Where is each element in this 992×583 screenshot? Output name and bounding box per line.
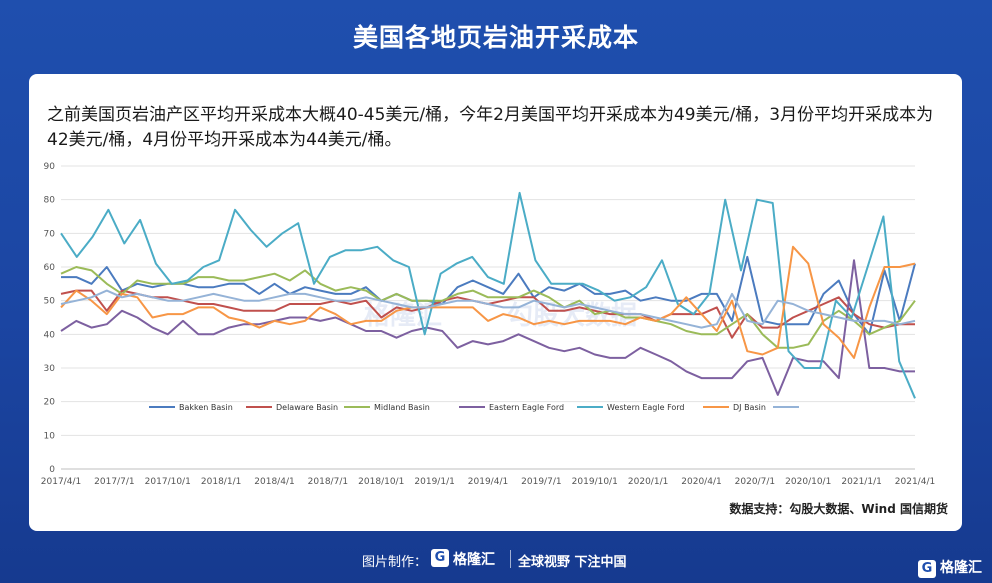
x-tick-label: 2020/7/1 [735, 477, 775, 487]
corner-logo-text: 格隆汇 [940, 560, 982, 576]
series-line [60, 245, 916, 359]
x-tick-label: 2020/1/1 [628, 477, 668, 487]
x-tick-label: 2020/4/1 [681, 477, 721, 487]
series-line [60, 191, 916, 399]
x-tick-label: 2017/10/1 [145, 477, 191, 487]
x-tick-label: 2021/4/1 [895, 477, 935, 487]
y-tick-label: 50 [44, 297, 56, 307]
footer-label: 图片制作： [362, 555, 428, 570]
y-tick-label: 0 [49, 465, 55, 475]
legend-label: Delaware Basin [276, 403, 338, 412]
series-line [61, 255, 916, 336]
legend-label: Bakken Basin [179, 403, 233, 412]
x-tick-label: 2021/1/1 [841, 477, 881, 487]
y-tick-label: 60 [44, 263, 56, 273]
y-tick-label: 90 [44, 162, 56, 172]
footer-logo: G 格隆汇 [431, 548, 503, 570]
y-tick-label: 40 [44, 330, 56, 340]
footer-bar: 图片制作： G 格隆汇 全球视野 下注中国 [0, 548, 992, 572]
series-line [60, 259, 915, 396]
series-line [60, 289, 916, 329]
content-card: 之前美国页岩油产区平均开采成本大概40-45美元/桶，今年2月美国平均开采成本为… [29, 74, 962, 531]
y-tick-label: 20 [44, 398, 56, 408]
x-tick-label: 2019/10/1 [572, 477, 618, 487]
x-tick-label: 2018/4/1 [254, 477, 294, 487]
x-tick-label: 2018/7/1 [308, 477, 348, 487]
footer-divider [510, 550, 511, 568]
footer-slogan: 全球视野 下注中国 [518, 555, 627, 570]
x-tick-label: 2018/1/1 [201, 477, 241, 487]
x-tick-label: 2019/7/1 [521, 477, 561, 487]
legend-label: Midland Basin [374, 403, 430, 412]
y-tick-label: 80 [44, 196, 56, 206]
y-tick-label: 70 [44, 229, 56, 239]
x-tick-label: 2019/4/1 [468, 477, 508, 487]
logo-icon: G [431, 549, 449, 567]
footer-logo-text: 格隆汇 [453, 552, 495, 568]
source-text: 数据支持：勾股大数据、Wind 国信期货 [729, 502, 948, 516]
x-tick-label: 2019/1/1 [414, 477, 454, 487]
x-tick-label: 2017/7/1 [94, 477, 134, 487]
series-line [60, 266, 916, 349]
page-title: 美国各地页岩油开采成本 [352, 23, 639, 52]
legend-label: DJ Basin [733, 403, 766, 412]
x-tick-label: 2017/4/1 [41, 477, 81, 487]
x-tick-label: 2018/10/1 [358, 477, 404, 487]
corner-logo: G 格隆汇 [918, 557, 982, 578]
description-text: 之前美国页岩油产区平均开采成本大概40-45美元/桶，今年2月美国平均开采成本为… [47, 105, 934, 150]
legend-label: Eastern Eagle Ford [489, 403, 564, 412]
logo-icon: G [918, 560, 936, 578]
legend-label: Western Eagle Ford [607, 403, 685, 412]
x-tick-label: 2020/10/1 [785, 477, 831, 487]
y-tick-label: 30 [44, 364, 56, 374]
y-tick-label: 10 [44, 431, 56, 441]
